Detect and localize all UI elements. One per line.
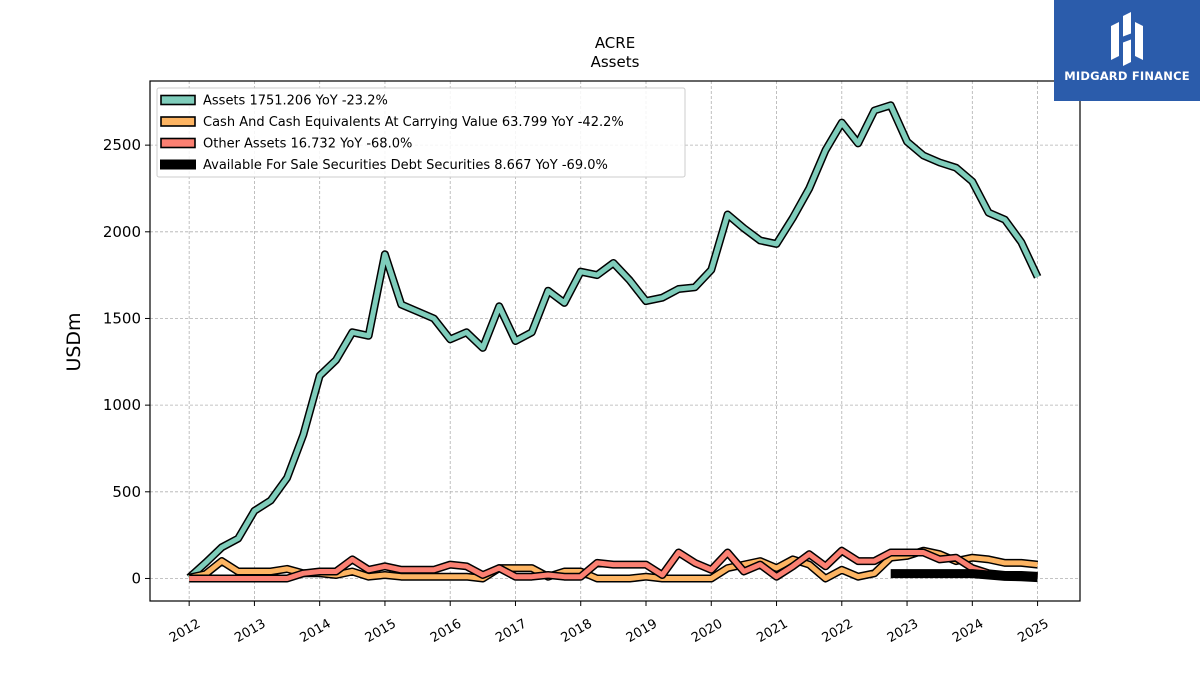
series-line: [890, 569, 1038, 583]
x-tick-label: 2023: [885, 616, 921, 646]
chart-subtitle: Assets: [591, 53, 640, 71]
x-tick-label: 2021: [754, 616, 790, 646]
series-0: [186, 101, 1042, 581]
legend-item: Available For Sale Securities Debt Secur…: [160, 158, 608, 173]
y-tick-label: 2500: [103, 136, 141, 154]
series-layer: [186, 101, 1042, 583]
y-tick-label: 1500: [103, 309, 141, 327]
x-tick-label: 2022: [820, 616, 856, 646]
x-tick-label: 2013: [232, 616, 268, 646]
series-line: [187, 102, 1040, 580]
y-tick-label: 0: [131, 569, 141, 587]
x-tick-label: 2024: [950, 616, 986, 646]
legend-item: Other Assets 16.732 YoY -68.0%: [160, 137, 412, 152]
y-tick-label: 500: [112, 483, 141, 501]
x-tick-label: 2018: [559, 616, 595, 646]
midgard-logo-icon: [1111, 12, 1143, 66]
x-tick-label: 2016: [428, 616, 464, 646]
y-axis-label: USDm: [63, 312, 85, 371]
x-tick-label: 2025: [1015, 616, 1051, 646]
chart-title: ACRE: [595, 34, 635, 52]
legend-swatch: [160, 116, 196, 127]
x-tick-label: 2014: [298, 616, 334, 646]
legend-item: Assets 1751.206 YoY -23.2%: [160, 94, 388, 109]
legend-item: Cash And Cash Equivalents At Carrying Va…: [160, 115, 624, 130]
x-tick-label: 2017: [493, 616, 529, 646]
y-axis-ticks: 0 500 1000 1500 2000 2500: [103, 136, 150, 587]
brand-logo: MIDGARD FINANCE: [1054, 0, 1200, 101]
brand-name: MIDGARD FINANCE: [1064, 69, 1190, 83]
x-axis-ticks: 2012 2013 2014 2015 2016 2017 2018 2019 2020 2021…: [167, 601, 1052, 646]
series-line: [189, 548, 1038, 581]
legend-swatch: [160, 137, 196, 149]
series-3: [890, 569, 1038, 583]
chart-legend: Assets 1751.206 YoY -23.2% Cash And Cash …: [156, 87, 686, 178]
x-tick-label: 2020: [689, 616, 725, 646]
legend-label: Other Assets 16.732 YoY -68.0%: [203, 137, 412, 152]
legend-swatch: [160, 94, 196, 106]
legend-label: Available For Sale Securities Debt Secur…: [203, 158, 608, 173]
x-tick-label: 2012: [167, 616, 203, 646]
series-2: [189, 546, 1038, 583]
legend-swatch: [160, 159, 196, 170]
x-tick-label: 2015: [363, 616, 399, 646]
legend-label: Assets 1751.206 YoY -23.2%: [203, 94, 388, 109]
y-tick-label: 2000: [103, 223, 141, 241]
legend-box: [156, 87, 686, 178]
x-tick-label: 2019: [624, 616, 660, 646]
legend-label: Cash And Cash Equivalents At Carrying Va…: [203, 115, 624, 130]
plot-frame: [149, 80, 1081, 602]
y-tick-label: 1000: [103, 396, 141, 414]
